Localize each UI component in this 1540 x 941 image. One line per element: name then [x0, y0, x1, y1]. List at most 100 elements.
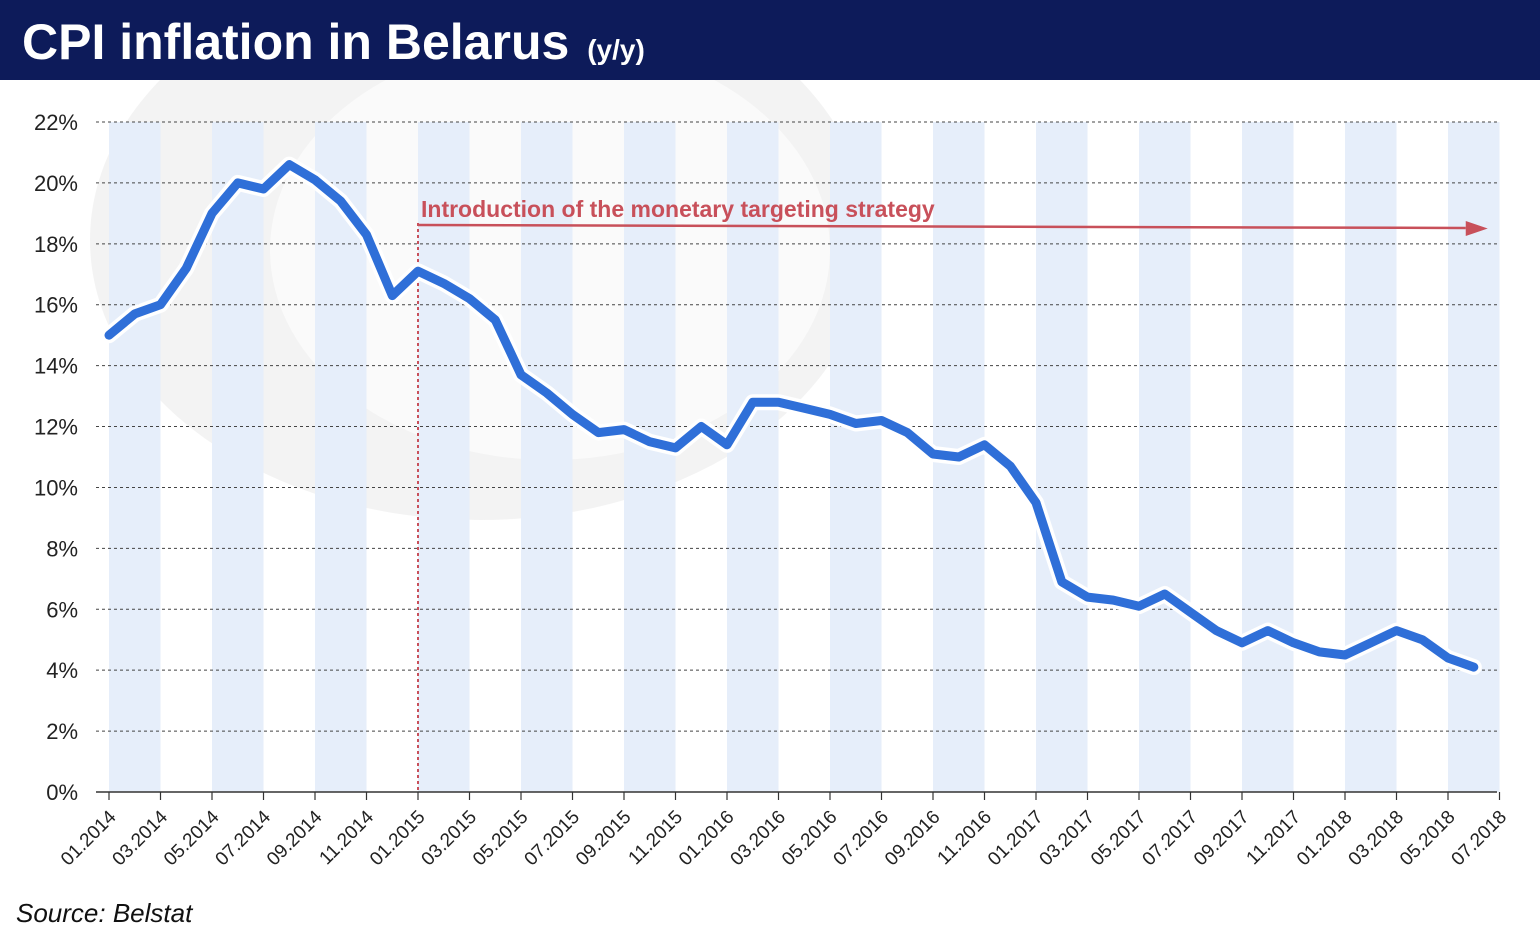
y-tick-label: 6%: [46, 597, 78, 622]
data-point: [441, 281, 446, 286]
data-point: [1394, 628, 1399, 633]
data-point: [673, 445, 678, 450]
y-tick-label: 0%: [46, 780, 78, 805]
chart-title: CPI inflation in Belarus (y/y): [22, 12, 645, 80]
data-point: [313, 177, 317, 182]
data-point: [519, 372, 523, 377]
data-point: [158, 302, 163, 307]
x-tick-label: 01.2016: [675, 807, 738, 870]
y-axis: 0% 2% 4% 6% 8% 10% 12% 14% 16% 18% 20% 22%: [34, 110, 78, 805]
data-point: [1291, 640, 1296, 645]
series-line-cpi: [104, 160, 1479, 672]
data-point: [235, 180, 240, 185]
data-point: [338, 199, 343, 204]
column-band: [624, 122, 676, 792]
data-point: [1034, 500, 1038, 505]
data-point: [1420, 637, 1425, 642]
data-point: [1188, 610, 1193, 615]
y-tick-label: 22%: [34, 110, 78, 135]
data-point: [956, 455, 961, 459]
x-tick-label: 01.2014: [57, 806, 121, 870]
data-point: [1343, 652, 1347, 657]
data-point: [1008, 464, 1013, 469]
column-band: [1139, 122, 1191, 792]
data-point: [1085, 595, 1090, 600]
x-tick-label: 07.2018: [1448, 807, 1511, 870]
column-band: [1448, 122, 1500, 792]
y-tick-label: 18%: [34, 232, 78, 257]
x-tick-label: 11.2017: [1243, 807, 1305, 869]
data-point: [802, 406, 807, 411]
data-point: [1137, 604, 1141, 609]
data-point: [1471, 665, 1476, 670]
x-tick-label: 11.2014: [316, 806, 379, 869]
data-point: [647, 439, 652, 444]
x-tick-label: 03.2018: [1345, 807, 1408, 870]
chart-subtitle: (y/y): [587, 34, 645, 65]
x-tick-label: 11.2016: [934, 807, 996, 869]
x-tick-label: 01.2015: [366, 807, 429, 870]
x-tick-label: 09.2016: [881, 807, 944, 870]
data-point: [467, 296, 472, 301]
x-tick-label: 09.2017: [1190, 807, 1253, 870]
x-tick-label: 03.2016: [727, 807, 790, 870]
x-tick-label: 03.2015: [418, 807, 481, 870]
x-tick-label: 05.2018: [1396, 807, 1459, 870]
column-band: [521, 122, 573, 792]
column-band: [418, 122, 470, 792]
annotation-arrowhead: [1465, 221, 1488, 236]
x-tick-label: 07.2015: [521, 807, 584, 870]
data-point: [828, 412, 832, 417]
annotation-group: Introduction of the monetary targeting s…: [417, 196, 1488, 792]
data-point: [261, 187, 266, 191]
y-tick-label: 16%: [34, 293, 78, 318]
data-point: [1240, 640, 1244, 645]
x-tick-label: 05.2016: [778, 807, 841, 870]
data-point: [390, 293, 395, 298]
data-point: [287, 162, 292, 167]
data-point: [596, 430, 601, 435]
x-tick-label: 01.2018: [1293, 807, 1356, 870]
data-point: [1317, 649, 1322, 654]
data-point: [776, 400, 781, 405]
data-point: [210, 211, 214, 216]
y-tick-label: 10%: [34, 475, 78, 500]
data-point: [107, 333, 111, 338]
x-tick-label: 03.2017: [1036, 807, 1099, 870]
x-tick-label: 07.2016: [830, 807, 893, 870]
data-point: [1265, 628, 1270, 633]
column-band: [1242, 122, 1294, 792]
x-tick-label: 09.2014: [263, 806, 327, 870]
data-point: [1214, 628, 1219, 633]
data-point: [1059, 579, 1064, 584]
annotation-arrow-line: [417, 223, 1466, 230]
data-point: [1368, 640, 1373, 645]
x-tick-label: 05.2017: [1087, 807, 1150, 870]
y-tick-label: 4%: [46, 658, 78, 683]
chart-title-text: CPI inflation in Belarus: [22, 14, 570, 70]
data-point: [570, 412, 575, 417]
data-point: [364, 232, 369, 237]
source-note: Source: Belstat: [16, 898, 193, 928]
x-tick-label: 07.2017: [1139, 807, 1202, 870]
x-tick-label: 07.2014: [212, 806, 276, 870]
data-point: [416, 269, 420, 274]
data-point: [982, 442, 987, 447]
column-band: [830, 122, 882, 792]
annotation-text: Introduction of the monetary targeting s…: [421, 196, 935, 222]
data-point: [1446, 656, 1450, 660]
data-point: [132, 311, 137, 316]
data-point: [931, 451, 935, 456]
column-band: [1345, 122, 1397, 792]
y-tick-label: 12%: [34, 415, 78, 440]
data-point: [905, 430, 910, 435]
x-tick-label: 03.2014: [109, 806, 173, 870]
y-tick-label: 8%: [46, 536, 78, 561]
data-point: [879, 418, 884, 423]
x-axis: 01.201403.201405.201407.201409.201411.20…: [57, 791, 1511, 870]
data-point: [853, 421, 858, 426]
column-band: [1036, 122, 1088, 792]
line-chart: 0%2%4%6%8%10%12%14%16%18%20%22% 01.20140…: [34, 110, 1511, 870]
x-tick-label: 01.2017: [984, 807, 1047, 870]
column-band: [109, 122, 161, 792]
